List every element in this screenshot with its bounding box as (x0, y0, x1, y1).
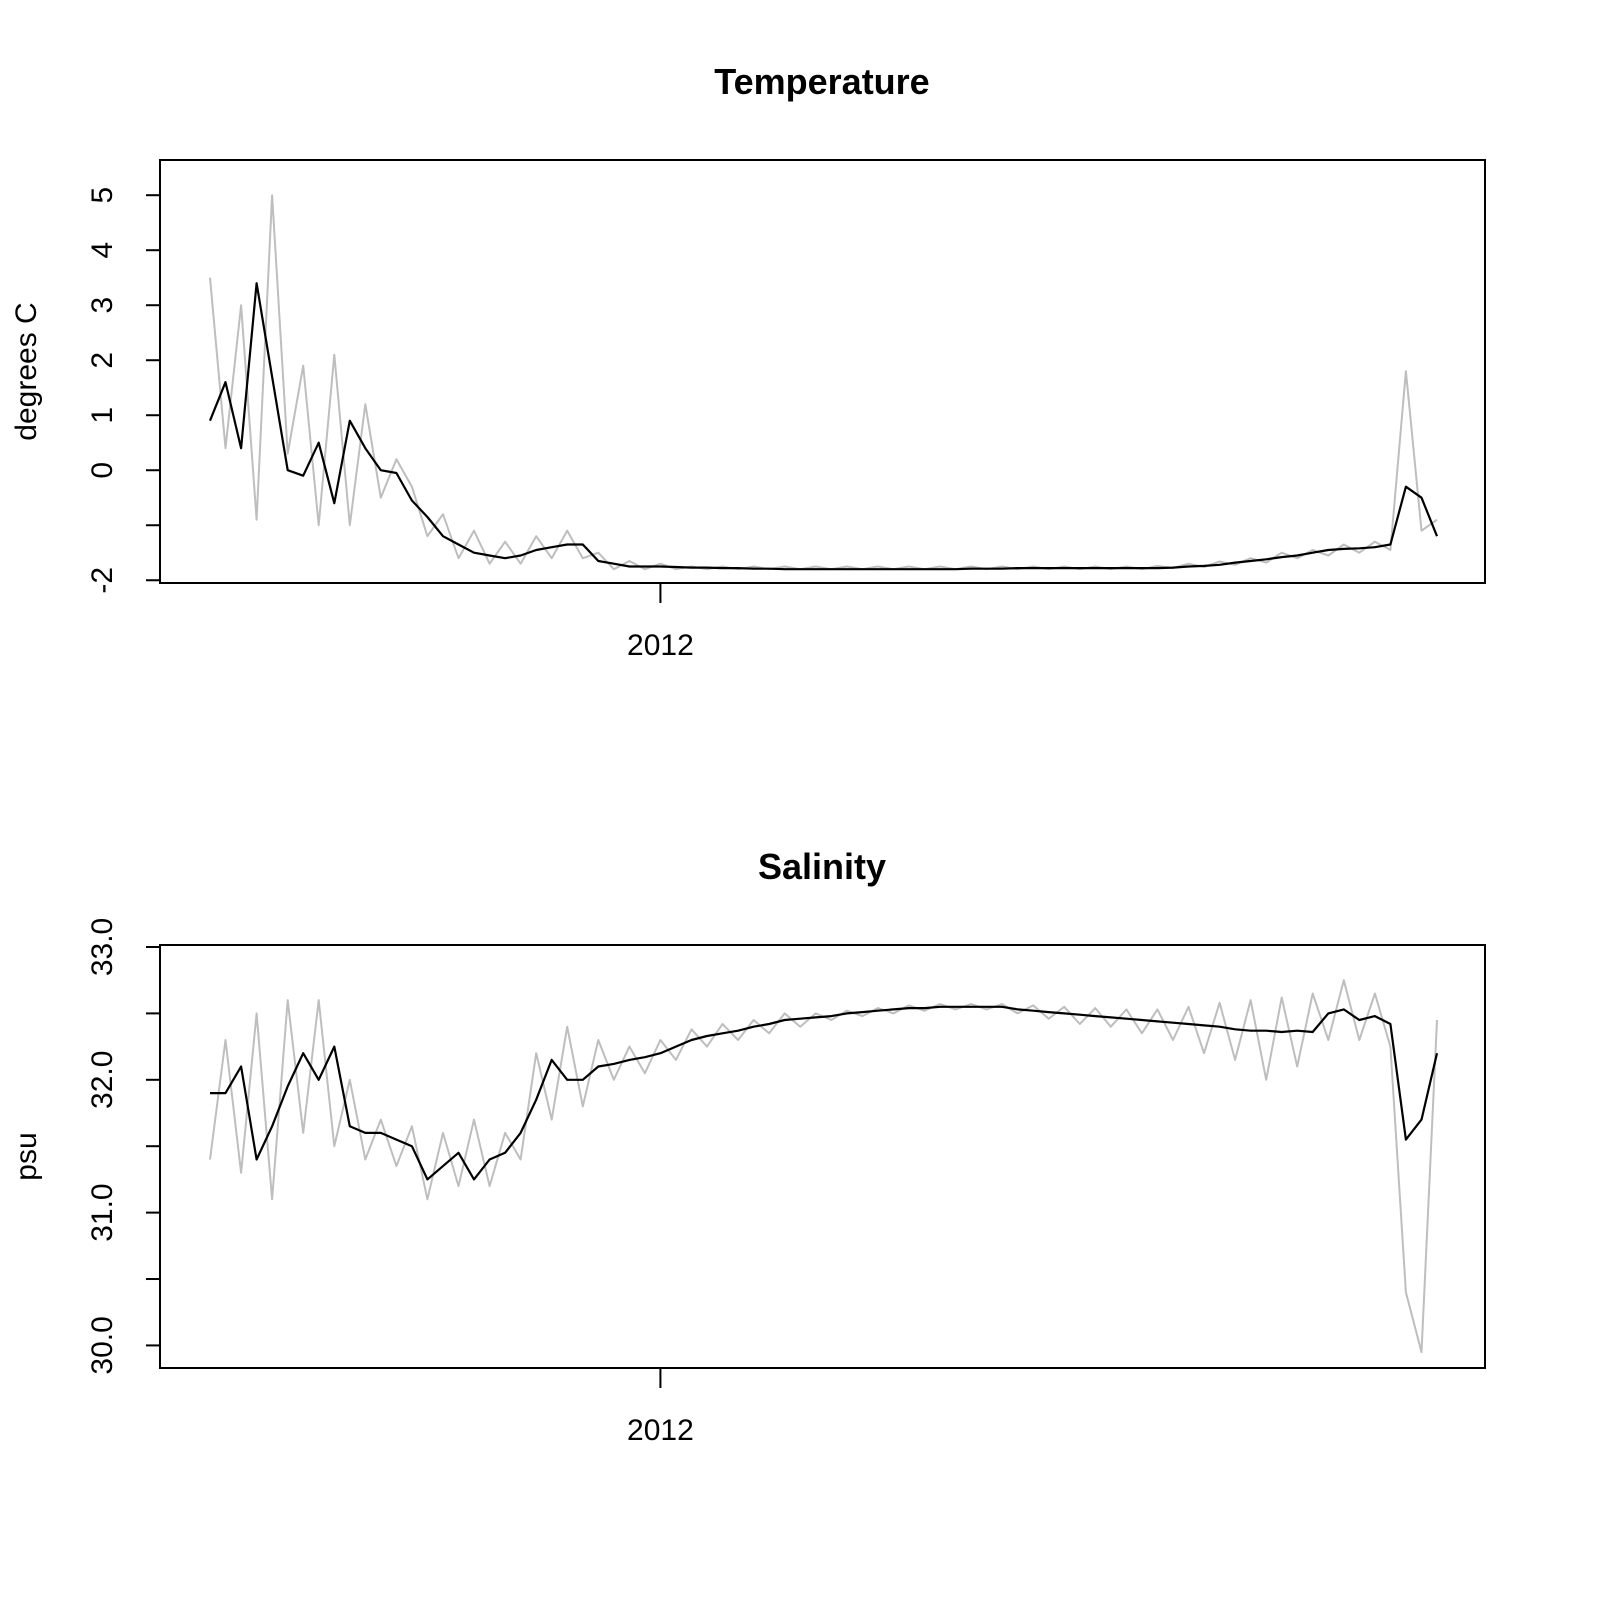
chart-title: Salinity (758, 846, 886, 887)
chart-title: Temperature (714, 61, 929, 102)
y-tick-label: 32.0 (86, 1051, 119, 1109)
data-line (209, 194, 1438, 571)
plot-frame (159, 159, 1486, 584)
y-axis-label: psu (10, 1132, 43, 1180)
y-axis-label: degrees C (10, 302, 43, 440)
y-tick-label: 31.0 (86, 1183, 119, 1241)
y-tick-label: 1 (86, 407, 119, 424)
plot-frame (159, 944, 1486, 1369)
y-tick-label: 2 (86, 352, 119, 369)
y-tick-label: 30.0 (86, 1316, 119, 1374)
y-tick-label: 0 (86, 462, 119, 479)
y-tick-label: 3 (86, 297, 119, 314)
data-line (208, 282, 1439, 571)
data-line (209, 979, 1438, 1354)
y-tick-label: 5 (86, 187, 119, 204)
y-tick-label: -2 (86, 567, 119, 594)
x-tick-label: 2012 (627, 629, 694, 662)
x-tick-label: 2012 (627, 1414, 694, 1447)
y-tick-label: 33.0 (86, 918, 119, 976)
y-tick-label: 4 (86, 242, 119, 259)
data-line (210, 1005, 1439, 1181)
